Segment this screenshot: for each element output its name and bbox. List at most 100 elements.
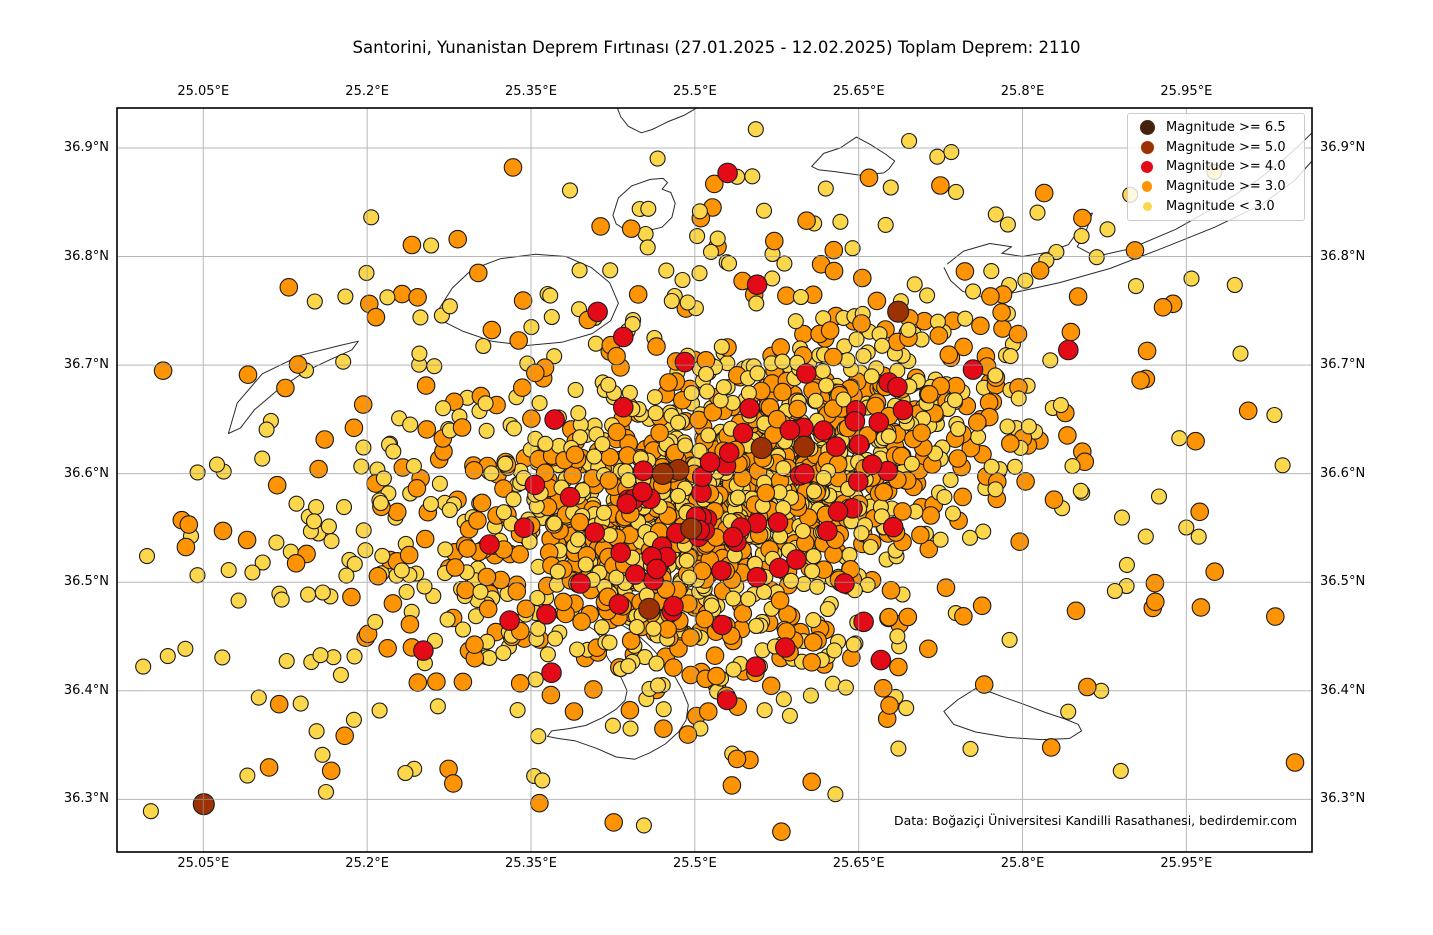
earthquake-point <box>677 437 694 454</box>
earthquake-point <box>936 578 956 598</box>
y-tick-label-right: 36.9°N <box>1320 139 1366 155</box>
y-tick-label-right: 36.5°N <box>1320 574 1366 590</box>
earthquake-point <box>541 685 561 705</box>
earthquake-point <box>567 381 584 398</box>
legend-item: Magnitude < 3.0 <box>1128 196 1304 216</box>
earthquake-point <box>594 436 611 453</box>
data-attribution: Data: Boğaziçi Üniversitesi Kandilli Ras… <box>893 813 1297 828</box>
earthquake-point <box>835 391 852 408</box>
legend-marker-cell <box>1128 201 1166 211</box>
earthquake-point <box>495 644 512 662</box>
earthquake-point <box>372 494 389 512</box>
earthquake-point <box>616 493 638 515</box>
earthquake-point <box>681 628 700 647</box>
earthquake-point <box>711 560 732 581</box>
x-tick-label-top: 25.65°E <box>832 84 885 99</box>
earthquake-point <box>848 434 870 455</box>
earthquake-point <box>192 793 215 816</box>
earthquake-point <box>983 458 1000 475</box>
earthquake-point <box>774 637 796 658</box>
earthquake-point <box>635 817 652 834</box>
earthquake-point <box>954 606 973 626</box>
earthquake-point <box>439 611 456 628</box>
earthquake-point <box>524 474 546 496</box>
earthquake-point <box>458 539 477 558</box>
earthquake-point <box>608 569 625 586</box>
earthquake-point <box>873 508 890 525</box>
earthquake-point <box>345 711 362 728</box>
earthquake-point <box>967 412 987 432</box>
earthquake-point <box>683 385 700 402</box>
earthquake-point <box>944 505 962 522</box>
earthquake-point <box>962 359 984 380</box>
earthquake-point <box>1186 431 1205 451</box>
earthquake-point <box>887 376 908 398</box>
earthquake-point <box>793 435 816 458</box>
earthquake-point <box>943 144 960 161</box>
coastline-sikinos <box>227 340 359 434</box>
earthquake-point <box>453 672 473 692</box>
earthquake-point <box>900 321 917 338</box>
earthquake-point <box>1131 371 1150 390</box>
earthquake-point <box>477 395 494 412</box>
earthquake-point <box>700 427 717 444</box>
earthquake-point <box>374 547 391 564</box>
y-tick-label-left: 36.5°N <box>63 574 109 590</box>
earthquake-point <box>732 422 754 444</box>
earthquake-point <box>882 179 899 196</box>
y-tick-label-left: 36.3°N <box>63 791 109 807</box>
earthquake-point <box>699 451 721 473</box>
earthquake-point <box>584 522 606 543</box>
earthquake-point <box>889 657 908 677</box>
x-tick-label-bottom: 25.8°E <box>1000 856 1045 871</box>
earthquake-point <box>569 641 586 658</box>
earthquake-point <box>805 483 823 500</box>
earthquake-point <box>1002 348 1019 365</box>
earthquake-point <box>1000 434 1020 453</box>
earthquake-point <box>950 420 967 438</box>
earthquake-point <box>142 803 159 820</box>
earthquake-point <box>1150 488 1168 505</box>
earthquake-point <box>786 549 807 570</box>
earthquake-point <box>279 277 299 297</box>
earthquake-point <box>392 284 412 304</box>
legend-item-label: Magnitude >= 6.5 <box>1166 120 1286 136</box>
earthquake-point <box>852 314 871 333</box>
earthquake-point <box>929 326 949 345</box>
earthquake-point <box>948 449 968 468</box>
earthquake-point <box>1232 345 1249 362</box>
earthquake-point <box>768 557 790 579</box>
earthquake-point <box>499 610 520 631</box>
legend-marker-cell <box>1128 181 1166 192</box>
earthquake-point <box>577 556 594 573</box>
earthquake-point <box>787 313 804 330</box>
earthquake-point <box>870 649 892 671</box>
earthquake-point <box>717 162 738 184</box>
earthquake-point <box>571 262 588 279</box>
earthquake-point <box>646 558 667 580</box>
earthquake-point <box>503 158 523 177</box>
earthquake-point <box>772 822 791 842</box>
coastline-ios <box>436 253 619 346</box>
earthquake-point <box>176 537 196 557</box>
earthquake-point <box>805 612 822 629</box>
earthquake-point <box>482 320 502 340</box>
earthquake-point <box>541 662 562 684</box>
earthquake-point <box>797 211 816 230</box>
earthquake-point <box>873 678 893 698</box>
earthquake-point <box>553 592 573 612</box>
earthquake-point <box>745 656 767 678</box>
earthquake-point <box>817 520 838 542</box>
earthquake-point <box>379 289 396 306</box>
earthquake-point <box>335 353 352 370</box>
earthquake-point <box>954 337 973 357</box>
earthquake-point <box>755 202 773 219</box>
earthquake-point <box>893 502 912 521</box>
earthquake-point <box>387 502 407 522</box>
earthquake-point <box>383 594 403 613</box>
earthquake-point <box>715 379 732 396</box>
earthquake-point <box>931 176 950 195</box>
earthquake-point <box>654 719 673 739</box>
earthquake-point <box>748 617 765 635</box>
earthquake-point <box>408 673 428 692</box>
